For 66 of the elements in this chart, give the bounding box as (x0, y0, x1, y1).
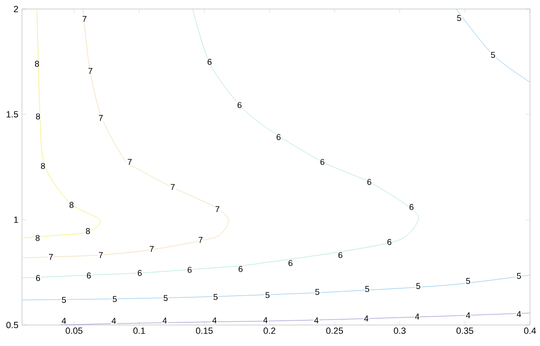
annotation: 4 (112, 318, 116, 324)
annotation: 6 (288, 260, 292, 266)
annotation: 7 (82, 16, 86, 22)
annotation: 6 (367, 178, 372, 185)
annotation: 4 (364, 316, 368, 322)
annotation: 6 (188, 266, 192, 273)
annotation: 8 (70, 202, 74, 208)
annotation: 8 (40, 162, 45, 169)
annotation: 8 (36, 235, 40, 241)
annotation: 7 (215, 206, 220, 212)
annotation: 7 (170, 184, 175, 190)
annotation: 4 (466, 312, 470, 318)
y-tick-label: 1.5 (6, 111, 18, 118)
x-tick-label: 0.3 (394, 328, 406, 334)
annotation: 6 (320, 158, 324, 165)
x-tick-label: 0.25 (326, 328, 343, 334)
x-tick-label: 0.1 (133, 328, 146, 334)
annotation: 8 (86, 228, 90, 234)
annotation: 8 (36, 113, 40, 120)
annotation: 7 (150, 246, 154, 252)
y-tick-label: 0.5 (6, 322, 18, 328)
annotation: 6 (238, 102, 242, 108)
annotation: 7 (198, 236, 203, 243)
x-tick-label: 0.35 (456, 328, 474, 334)
annotation: 4 (212, 317, 217, 324)
annotation: 6 (36, 275, 40, 282)
annotation: 5 (112, 296, 117, 302)
annotation: 6 (338, 252, 342, 258)
annotation: 7 (49, 254, 53, 260)
x-tick-label: 0.15 (196, 328, 213, 334)
annotation: 8 (35, 60, 39, 67)
annotation: 5 (214, 294, 218, 300)
annotation: 4 (62, 318, 66, 324)
annotation: 5 (365, 286, 370, 292)
y-tick-label: 2 (14, 6, 18, 12)
annotation: 6 (138, 270, 142, 276)
annotation: 5 (266, 292, 270, 298)
annotation: 7 (98, 114, 103, 121)
x-tick-label: 0.2 (264, 328, 276, 334)
annotation: 4 (415, 314, 420, 320)
annotation: 7 (128, 159, 132, 165)
annotation: 5 (164, 295, 168, 301)
annotation: 4 (162, 318, 167, 324)
line-series (60, 312, 530, 325)
annotation: 6 (276, 134, 281, 140)
annotation: 5 (457, 15, 462, 22)
x-tick-label: 0.4 (524, 328, 536, 334)
annotation: 7 (98, 252, 103, 258)
line-series (22, 8, 419, 280)
annotation: 6 (86, 272, 91, 278)
annotation: 6 (410, 204, 414, 210)
annotation: 6 (208, 58, 212, 65)
annotation: 6 (238, 266, 243, 272)
annotation: 4 (314, 317, 318, 324)
annotation: 5 (490, 52, 496, 58)
annotation: 5 (466, 278, 470, 284)
annotation: 4 (516, 311, 522, 317)
annotation: 5 (416, 283, 420, 289)
x-tick-label: 0.05 (66, 328, 82, 334)
annotation: 4 (263, 317, 268, 324)
annotation: 5 (315, 288, 320, 295)
annotation: 5 (62, 296, 66, 303)
annotation: 7 (88, 68, 92, 74)
annotation: 6 (387, 239, 392, 245)
annotation: 5 (516, 272, 521, 279)
y-tick-label: 1 (14, 216, 18, 223)
